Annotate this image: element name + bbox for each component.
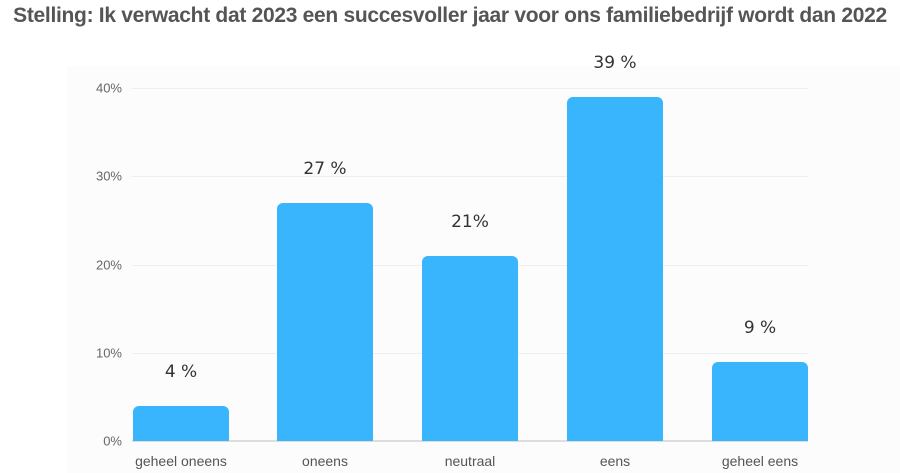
bar-oneens <box>277 202 373 441</box>
gridline-30 <box>132 176 808 177</box>
value-label: 27 % <box>303 158 347 179</box>
y-tick-10: 10% <box>95 345 122 361</box>
value-label: 9 % <box>743 317 777 338</box>
y-tick-20: 20% <box>95 257 122 273</box>
value-label: 21% <box>451 211 489 232</box>
gridline-40 <box>132 88 808 89</box>
x-label: oneens <box>302 453 348 469</box>
bar-geheel-eens <box>712 361 808 441</box>
bar-geheel-oneens <box>133 405 229 441</box>
x-label: geheel eens <box>721 453 799 469</box>
x-label: geheel oneens <box>135 453 227 469</box>
bar-neutraal <box>422 255 518 441</box>
y-tick-0: 0% <box>103 433 122 449</box>
bar-eens <box>567 96 663 441</box>
chart-title: Stelling: Ik verwacht dat 2023 een succe… <box>13 4 887 27</box>
value-label: 4 % <box>164 361 198 382</box>
x-axis-line <box>132 440 808 442</box>
y-tick-40: 40% <box>95 80 122 96</box>
x-label: neutraal <box>444 453 496 469</box>
value-label: 39 % <box>593 52 637 73</box>
plot-area: 0% 10% 20% 30% 40% 4 % 27 % 21% 39 % 9 %… <box>96 53 808 469</box>
x-label: eens <box>599 453 631 469</box>
y-tick-30: 30% <box>95 168 122 184</box>
